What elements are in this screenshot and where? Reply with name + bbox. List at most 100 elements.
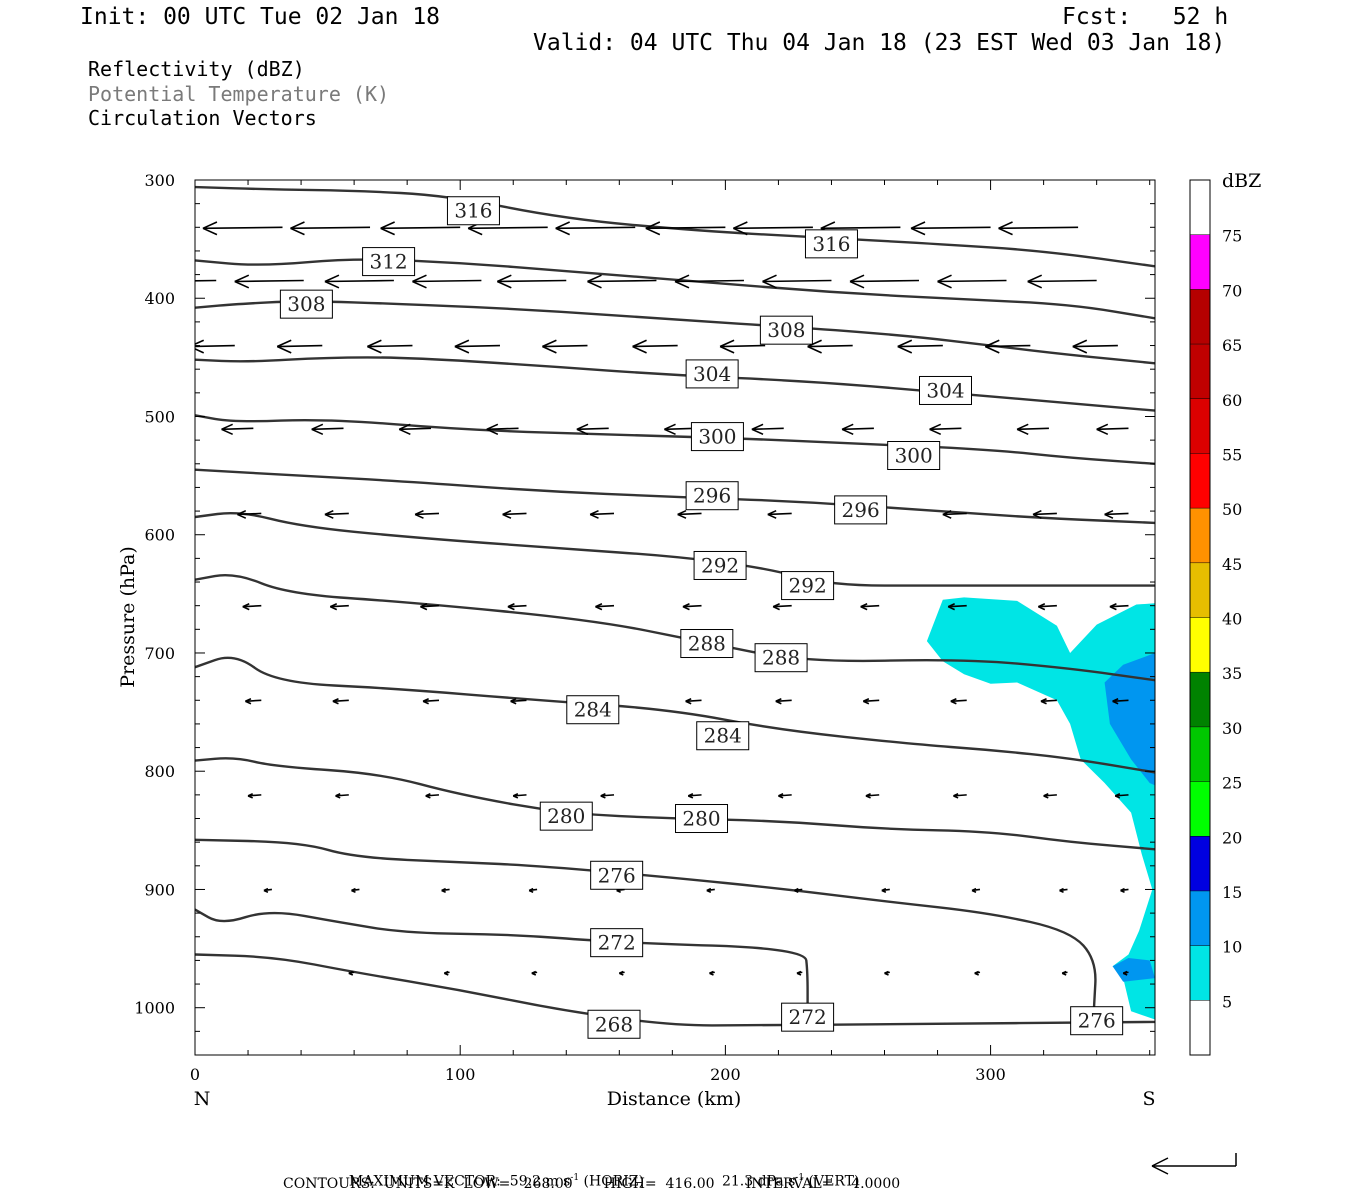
circulation-vector (682, 603, 702, 611)
circulation-vector (950, 698, 967, 705)
circulation-vector (632, 339, 678, 354)
circulation-vector (733, 221, 813, 236)
circulation-vector (1037, 603, 1057, 611)
svg-text:280: 280 (547, 804, 585, 828)
colorbar-title: dBZ (1222, 170, 1261, 192)
circulation-vector (512, 793, 527, 799)
circulation-vector (1040, 698, 1057, 705)
colorbar-segment (1190, 672, 1210, 727)
circulation-vector (496, 274, 567, 289)
circulation-vector (420, 603, 440, 611)
y-tick-label: 300 (144, 171, 175, 190)
contour-label-284: 284 (566, 695, 620, 725)
circulation-vector (953, 793, 967, 799)
svg-text:284: 284 (574, 698, 612, 722)
contour-label-312: 312 (362, 247, 416, 277)
circulation-vector (841, 423, 874, 436)
colorbar-label: 70 (1222, 281, 1242, 300)
contour-label-288: 288 (754, 643, 808, 673)
svg-text:312: 312 (369, 250, 407, 274)
circulation-vector (618, 970, 625, 976)
reflectivity-shading (926, 597, 1155, 1020)
colorbar-segment (1190, 453, 1210, 509)
colorbar-segment (1190, 836, 1210, 891)
colorbar-label: 45 (1222, 555, 1242, 574)
colorbar-segment (1190, 781, 1210, 837)
unit-exponent-vert: -1 (795, 1173, 805, 1183)
field-potential-temperature: Potential Temperature (K) (88, 82, 390, 106)
contour-label-304: 304 (918, 375, 972, 405)
colorbar-segment (1190, 726, 1210, 782)
circulation-vector (910, 221, 991, 236)
circulation-vector (531, 970, 538, 976)
colorbar-label: 50 (1222, 500, 1242, 519)
contour-label-304: 304 (685, 359, 739, 389)
field-circulation-vectors: Circulation Vectors (88, 106, 317, 130)
circulation-vector (897, 339, 943, 354)
svg-text:272: 272 (789, 1005, 827, 1029)
circulation-vector (1016, 423, 1049, 436)
contour-label-272: 272 (590, 928, 644, 958)
circulation-vector (1096, 423, 1129, 436)
circulation-vector (1114, 793, 1129, 799)
theta-contour-268 (195, 953, 1155, 1027)
x-tick-label: 300 (975, 1065, 1006, 1084)
circulation-vector (195, 279, 217, 282)
circulation-vector (706, 887, 715, 893)
svg-text:292: 292 (701, 553, 739, 577)
circulation-vector (881, 887, 890, 893)
max-vector-line: MAXIMUM VECTOR: 59.2 m s-1 (HORIZ) 21.3 d… (340, 1157, 860, 1190)
svg-text:284: 284 (704, 724, 742, 748)
circulation-vector (311, 423, 344, 436)
circulation-vector (528, 887, 538, 893)
circulation-vector (454, 339, 500, 354)
circulation-vector (1104, 509, 1129, 519)
circulation-vector (1122, 970, 1129, 976)
contour-label-292: 292 (693, 550, 747, 580)
theta-contour-308 (195, 300, 1155, 365)
colorbar-label: 5 (1222, 992, 1232, 1011)
contour-labels: 316 316 312 308 308 304 304 300 300 296 296 292 292 2… (279, 196, 1124, 1039)
circulation-vector (1109, 603, 1129, 611)
x-end-label-south: S (1142, 1088, 1155, 1110)
colorbar-segment (1190, 234, 1210, 290)
contour-label-300: 300 (690, 422, 744, 452)
svg-text:300: 300 (895, 444, 933, 468)
circulation-vector (425, 793, 440, 799)
contour-label-288: 288 (680, 629, 734, 659)
svg-text:316: 316 (454, 199, 492, 223)
contour-label-316: 316 (804, 229, 858, 259)
circulation-vector (664, 423, 697, 436)
colorbar-label: 75 (1222, 227, 1242, 246)
dbz-10-spot (1112, 958, 1155, 982)
circulation-vector (486, 423, 519, 436)
circulation-vector (762, 274, 832, 289)
circulation-vector (324, 274, 394, 289)
max-vector-vert-tail: (VERT) (804, 1173, 860, 1190)
circulation-vector (685, 698, 702, 705)
circulation-vector (332, 698, 349, 705)
contour-label-272: 272 (781, 1002, 835, 1032)
contour-label-276: 276 (1070, 1006, 1124, 1036)
circulation-vector (862, 698, 880, 705)
circulation-vector (1072, 339, 1118, 354)
svg-text:280: 280 (682, 807, 720, 831)
y-tick-label: 700 (144, 644, 175, 663)
circulation-vector (576, 423, 609, 436)
circulation-vector (849, 274, 919, 289)
svg-text:308: 308 (767, 318, 805, 342)
circulation-vector (865, 793, 880, 799)
colorbar-segment (1190, 562, 1210, 618)
circulation-vector (351, 887, 360, 893)
colorbar-segment (1190, 508, 1210, 563)
theta-contour-304 (195, 356, 1155, 412)
contour-label-316: 316 (446, 196, 500, 226)
dbz-colorbar: 5 10 15 20 25 30 35 40 45 50 55 60 65 70 75 (1189, 179, 1242, 1056)
circulation-vector (709, 970, 715, 976)
y-tick-label: 900 (144, 880, 175, 899)
circulation-vector (600, 793, 615, 799)
contour-label-268: 268 (587, 1009, 641, 1039)
colorbar-segment (1190, 617, 1210, 673)
svg-text:300: 300 (698, 425, 736, 449)
circulation-vector (1061, 970, 1068, 976)
